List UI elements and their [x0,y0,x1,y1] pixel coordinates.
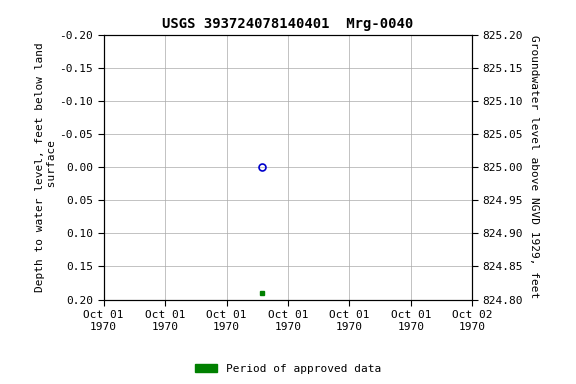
Y-axis label: Groundwater level above NGVD 1929, feet: Groundwater level above NGVD 1929, feet [529,35,539,299]
Legend: Period of approved data: Period of approved data [191,359,385,379]
Y-axis label: Depth to water level, feet below land
 surface: Depth to water level, feet below land su… [35,42,56,292]
Title: USGS 393724078140401  Mrg-0040: USGS 393724078140401 Mrg-0040 [162,17,414,31]
